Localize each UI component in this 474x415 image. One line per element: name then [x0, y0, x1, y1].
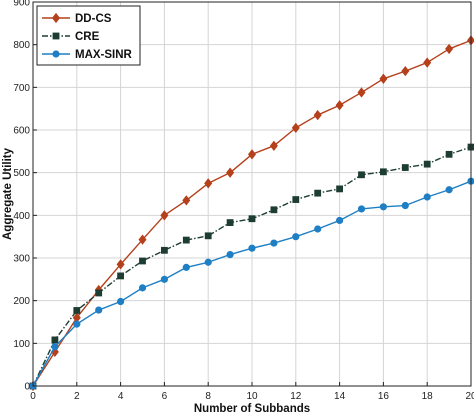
data-point-dd-cs	[247, 149, 257, 160]
y-tick-label: 700	[13, 83, 30, 94]
data-point-dd-cs	[160, 210, 169, 221]
y-tick-label: 500	[13, 168, 30, 179]
data-point-max-sinr	[160, 275, 168, 283]
data-point-dd-cs	[423, 57, 432, 68]
data-point-cre	[204, 232, 212, 240]
data-point-dd-cs	[401, 65, 410, 77]
x-tick-label: 10	[246, 391, 258, 402]
data-point-cre	[248, 215, 256, 223]
data-point-cre	[401, 164, 409, 171]
data-point-cre	[95, 289, 103, 297]
y-tick-label: 0	[24, 382, 30, 393]
data-point-cre	[270, 206, 278, 214]
legend-label-dd-cs: DD-CS	[75, 13, 112, 25]
data-point-max-sinr	[357, 205, 366, 213]
y-tick-label: 800	[13, 40, 30, 51]
data-point-dd-cs	[379, 73, 388, 84]
data-point-max-sinr	[138, 284, 147, 292]
data-point-cre	[51, 336, 59, 344]
x-tick-label: 18	[422, 391, 434, 402]
legend-entry-max-sinr: MAX-SINR	[42, 49, 133, 61]
data-point-dd-cs	[291, 122, 300, 134]
data-point-max-sinr	[51, 343, 59, 351]
data-point-cre	[117, 272, 124, 280]
legend-marker-cre	[52, 32, 60, 40]
x-tick-label: 14	[334, 391, 346, 402]
data-point-cre	[445, 150, 453, 158]
data-point-cre	[139, 257, 146, 265]
legend-entry-dd-cs: DD-CS	[42, 12, 112, 25]
data-point-dd-cs	[138, 234, 147, 245]
legend: DD-CS CRE MAX-SINR	[36, 5, 141, 66]
data-point-dd-cs	[313, 109, 322, 121]
data-point-max-sinr	[445, 186, 453, 194]
y-axis-title: Aggregate Utility	[2, 147, 14, 240]
x-tick-label: 20	[465, 391, 474, 402]
data-point-cre	[423, 160, 431, 168]
legend-marker-max-sinr	[52, 50, 60, 58]
data-point-dd-cs	[226, 167, 235, 178]
legend-label-max-sinr: MAX-SINR	[75, 49, 133, 61]
data-point-dd-cs	[335, 100, 344, 111]
y-tick-label: 100	[13, 339, 30, 350]
data-point-max-sinr	[270, 239, 278, 247]
y-tick-label: 400	[13, 211, 30, 222]
data-point-max-sinr	[379, 203, 387, 211]
y-tick-label: 200	[13, 296, 30, 307]
data-point-dd-cs	[204, 178, 213, 189]
data-point-cre	[160, 246, 168, 254]
data-point-max-sinr	[182, 263, 190, 271]
tick-labels: 0 2 4 6 8 10 12 14 16 18 2001002003004005006007008…	[13, 0, 474, 402]
legend-marker-dd-cs	[51, 12, 61, 24]
y-tick-label: 300	[13, 254, 30, 265]
series-dd-cs	[28, 35, 474, 392]
legend-entry-cre: CRE	[42, 31, 100, 43]
x-tick-label: 16	[378, 391, 390, 402]
data-point-dd-cs	[445, 43, 454, 55]
x-tick-label: 2	[74, 391, 80, 402]
data-point-cre	[292, 196, 300, 203]
data-point-max-sinr	[401, 201, 409, 210]
x-axis-title: Number of Subbands	[194, 403, 310, 415]
data-point-cre	[226, 219, 234, 226]
data-point-cre	[314, 189, 322, 197]
data-point-cre	[73, 307, 81, 314]
data-point-max-sinr	[292, 233, 300, 241]
data-point-max-sinr	[73, 320, 81, 328]
x-tick-label: 8	[205, 391, 211, 402]
data-point-max-sinr	[117, 297, 125, 306]
data-point-max-sinr	[226, 250, 234, 259]
data-point-cre	[336, 185, 344, 193]
data-point-max-sinr	[314, 225, 322, 233]
data-point-dd-cs	[269, 140, 278, 151]
data-point-max-sinr	[423, 193, 431, 201]
data-point-cre	[182, 236, 190, 244]
y-tick-label: 900	[13, 0, 30, 9]
x-tick-label: 0	[30, 391, 36, 402]
y-tick-label: 600	[13, 126, 30, 137]
data-point-dd-cs	[116, 259, 125, 270]
x-tick-label: 4	[118, 391, 124, 402]
data-point-max-sinr	[248, 244, 256, 252]
legend-label-cre: CRE	[75, 31, 100, 43]
data-point-dd-cs	[182, 195, 191, 206]
data-point-cre	[358, 171, 365, 179]
data-point-max-sinr	[95, 306, 103, 314]
data-point-cre	[379, 168, 387, 176]
x-tick-label: 6	[162, 391, 168, 402]
data-point-max-sinr	[204, 258, 212, 266]
data-point-dd-cs	[357, 87, 366, 98]
x-tick-label: 12	[290, 391, 302, 402]
data-point-max-sinr	[335, 216, 344, 225]
